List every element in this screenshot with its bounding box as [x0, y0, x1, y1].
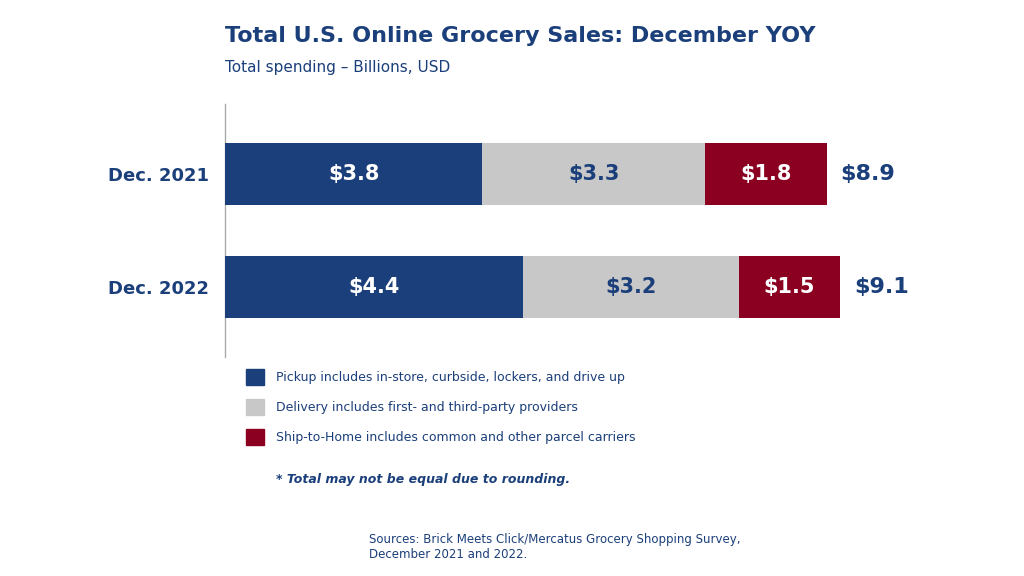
Text: * Total may not be equal due to rounding.: * Total may not be equal due to rounding… — [276, 473, 570, 486]
Text: Pickup includes in-store, curbside, lockers, and drive up: Pickup includes in-store, curbside, lock… — [276, 371, 626, 384]
Text: Total spending – Billions, USD: Total spending – Billions, USD — [225, 60, 451, 75]
Text: $1.5: $1.5 — [764, 277, 815, 297]
Text: $3.2: $3.2 — [605, 277, 656, 297]
Bar — [706, 143, 826, 205]
Bar — [225, 143, 482, 205]
Text: $3.3: $3.3 — [568, 164, 620, 184]
Text: Sources: Brick Meets Click/Mercatus Grocery Shopping Survey,
December 2021 and 2: Sources: Brick Meets Click/Mercatus Groc… — [369, 533, 740, 561]
Text: $9.1: $9.1 — [854, 277, 908, 297]
Bar — [225, 256, 522, 318]
Text: Total U.S. Online Grocery Sales: December YOY: Total U.S. Online Grocery Sales: Decembe… — [225, 26, 816, 46]
Bar — [739, 256, 841, 318]
Text: $1.8: $1.8 — [740, 164, 792, 184]
Text: Delivery includes first- and third-party providers: Delivery includes first- and third-party… — [276, 401, 579, 414]
Text: $4.4: $4.4 — [348, 277, 399, 297]
Text: $8.9: $8.9 — [841, 164, 895, 184]
Text: Ship-to-Home includes common and other parcel carriers: Ship-to-Home includes common and other p… — [276, 431, 636, 444]
Text: $3.8: $3.8 — [328, 164, 379, 184]
Bar — [522, 256, 739, 318]
Bar — [482, 143, 706, 205]
